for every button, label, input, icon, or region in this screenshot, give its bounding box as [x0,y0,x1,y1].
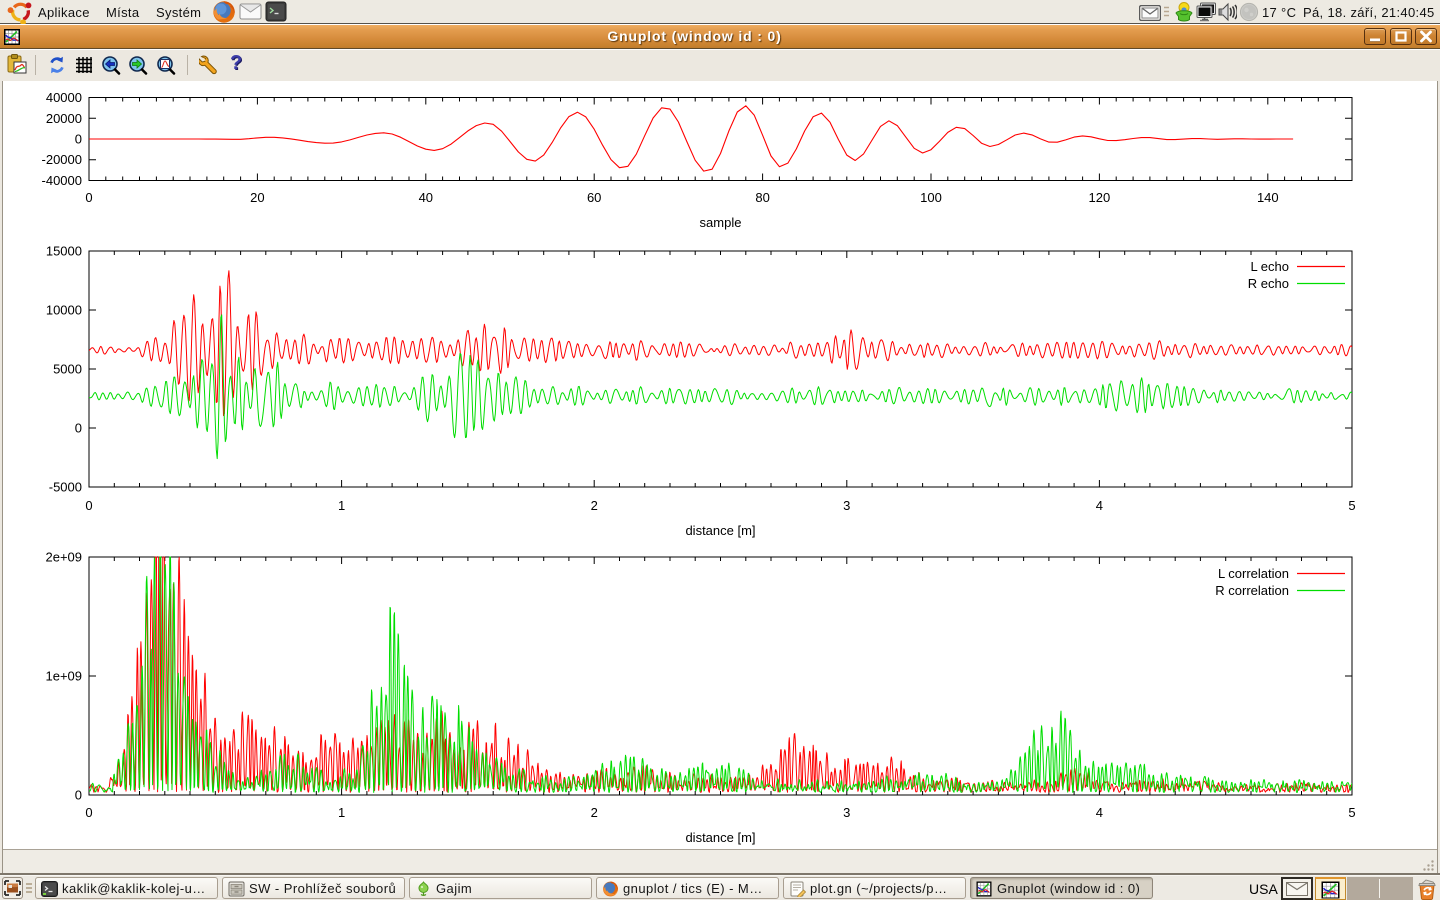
svg-text:3: 3 [843,498,850,513]
svg-text:5: 5 [1348,805,1355,820]
svg-text:20: 20 [250,190,264,205]
svg-text:0: 0 [85,190,92,205]
svg-text:-40000: -40000 [42,173,82,188]
svg-text:140: 140 [1257,190,1279,205]
svg-text:3: 3 [843,805,850,820]
svg-text:5000: 5000 [53,362,82,377]
svg-text:4: 4 [1096,498,1103,513]
svg-text:0: 0 [75,421,82,436]
svg-text:0: 0 [85,805,92,820]
svg-text:L echo: L echo [1250,259,1289,274]
svg-text:1e+09: 1e+09 [45,669,82,684]
svg-text:1: 1 [338,498,345,513]
svg-text:distance [m]: distance [m] [685,523,755,538]
svg-text:R echo: R echo [1248,276,1289,291]
svg-text:0: 0 [85,498,92,513]
svg-text:4: 4 [1096,805,1103,820]
svg-text:15000: 15000 [46,244,82,259]
svg-text:-5000: -5000 [49,480,82,495]
svg-text:0: 0 [75,788,82,803]
svg-text:sample: sample [700,215,742,230]
svg-text:40000: 40000 [46,90,82,105]
svg-text:120: 120 [1089,190,1111,205]
svg-text:L correlation: L correlation [1218,566,1289,581]
svg-text:10000: 10000 [46,303,82,318]
svg-text:2: 2 [591,805,598,820]
svg-text:40: 40 [419,190,433,205]
svg-text:60: 60 [587,190,601,205]
svg-text:100: 100 [920,190,942,205]
svg-text:2e+09: 2e+09 [45,550,82,565]
svg-text:20000: 20000 [46,111,82,126]
svg-text:80: 80 [755,190,769,205]
svg-text:R correlation: R correlation [1215,583,1289,598]
svg-text:-20000: -20000 [42,152,82,167]
svg-text:5: 5 [1348,498,1355,513]
svg-text:distance [m]: distance [m] [685,830,755,845]
svg-text:1: 1 [338,805,345,820]
svg-text:2: 2 [591,498,598,513]
svg-text:0: 0 [75,132,82,147]
